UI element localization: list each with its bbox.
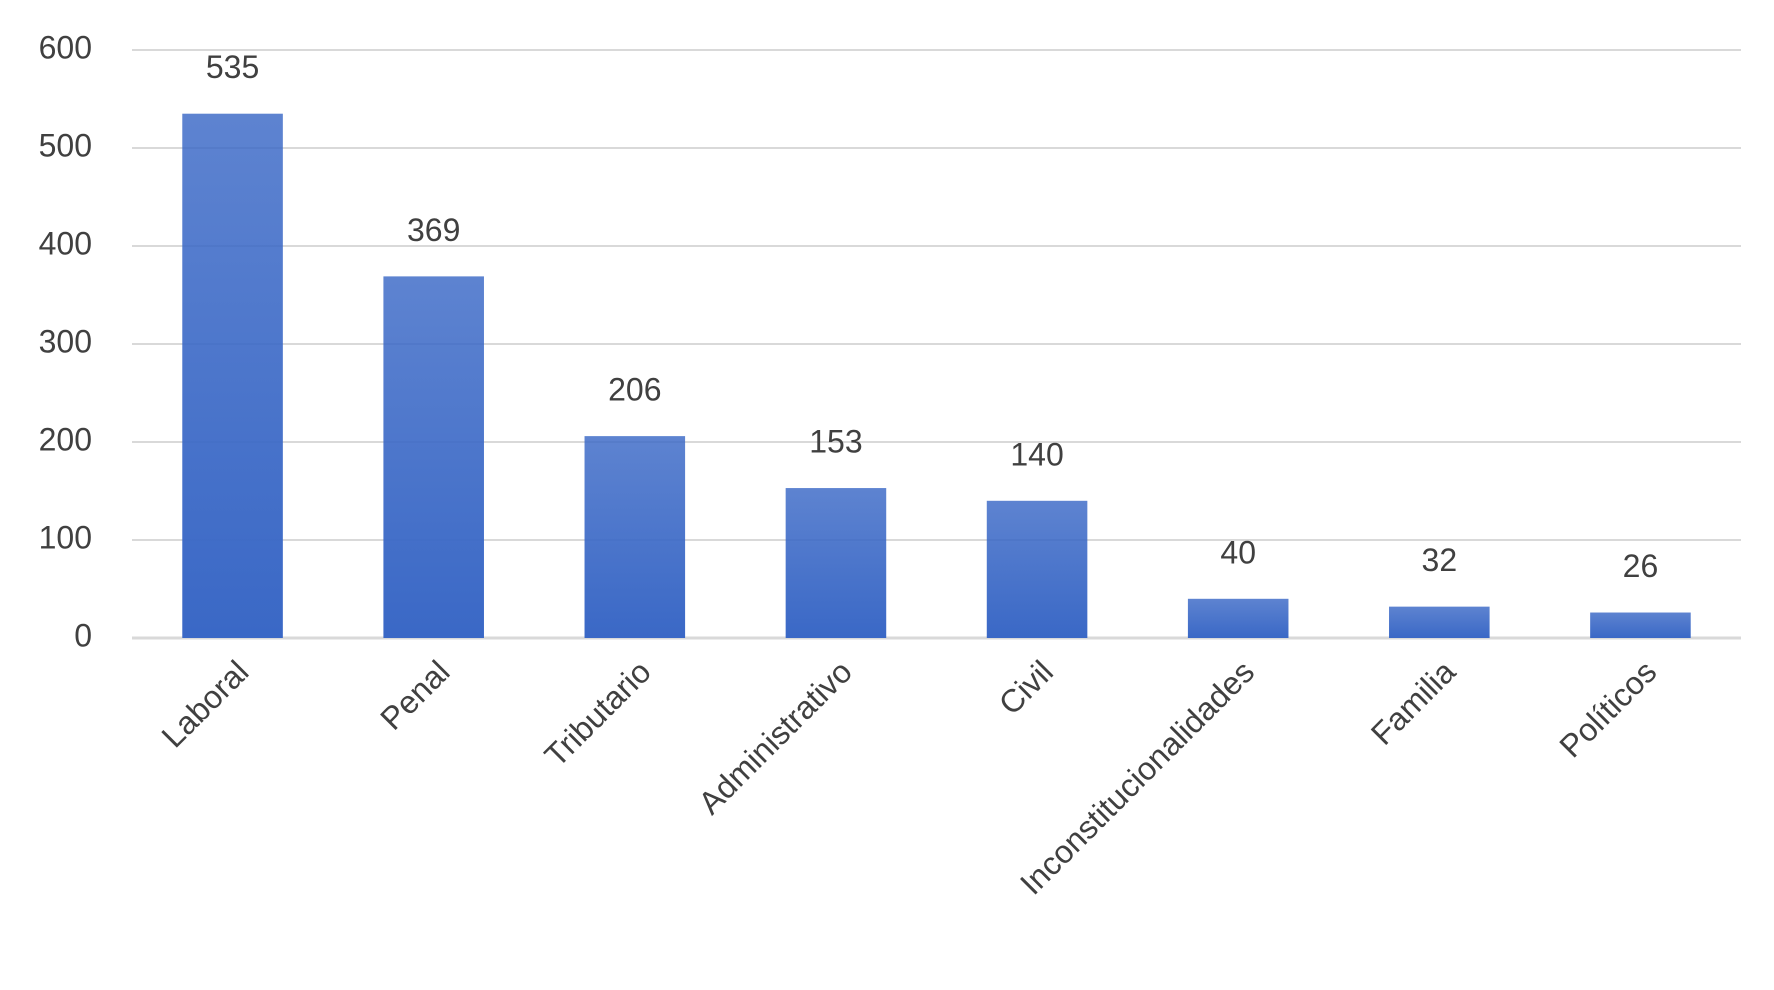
y-tick-label: 100 (39, 519, 92, 555)
x-tick-label: Familia (1364, 653, 1463, 752)
x-tick-label: Tributario (538, 653, 658, 773)
y-tick-label: 500 (39, 127, 92, 163)
x-tick-label: Laboral (155, 653, 256, 754)
bar (182, 113, 283, 638)
bar (1187, 598, 1289, 638)
bar (785, 488, 887, 638)
bar (1590, 612, 1691, 638)
x-tick-label: Políticos (1552, 653, 1663, 764)
x-tick-label: Civil (992, 653, 1060, 721)
x-tick-label: Administrativo (691, 653, 859, 821)
bar (584, 436, 686, 638)
bar (1389, 606, 1490, 638)
bar (383, 276, 484, 638)
y-tick-label: 200 (39, 421, 92, 457)
data-label: 26 (1623, 548, 1659, 584)
x-tick-label: Penal (373, 653, 456, 736)
data-label: 535 (206, 49, 259, 85)
data-label: 40 (1220, 534, 1256, 570)
y-tick-label: 300 (39, 323, 92, 359)
bar (986, 500, 1088, 638)
y-tick-label: 0 (74, 617, 92, 653)
x-tick-label: Inconstitucionalidades (1013, 653, 1261, 901)
data-label: 140 (1010, 436, 1063, 472)
data-label: 206 (608, 372, 661, 408)
data-label: 32 (1422, 542, 1458, 578)
y-tick-label: 600 (39, 29, 92, 65)
y-tick-label: 400 (39, 225, 92, 261)
data-label: 369 (407, 212, 460, 248)
data-label: 153 (809, 424, 862, 460)
